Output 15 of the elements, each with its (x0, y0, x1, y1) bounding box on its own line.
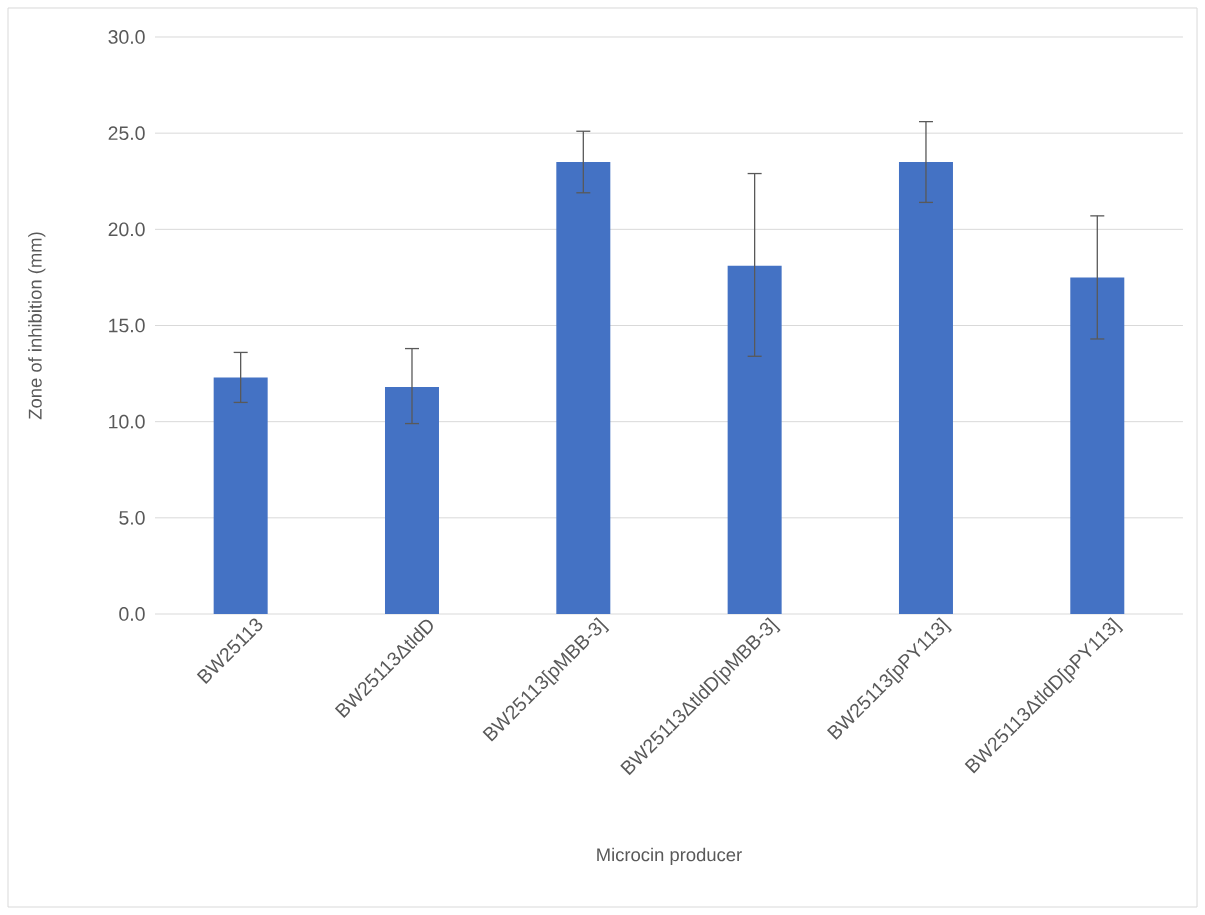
bar (213, 377, 268, 614)
y-tick-label: 0.0 (119, 607, 145, 621)
bar (384, 387, 439, 614)
y-tick-label: 15.0 (109, 318, 145, 333)
y-tick-label: 30.0 (108, 30, 145, 44)
y-tick-label: 5.0 (119, 510, 145, 525)
bar (727, 265, 782, 614)
bar (1070, 277, 1125, 614)
y-axis-title: Zone of inhibition (mm) (28, 232, 46, 420)
y-tick-label: 25.0 (108, 126, 145, 141)
bar (556, 162, 611, 614)
y-tick-label: 20.0 (108, 222, 145, 237)
x-axis-title: Microcin producer (597, 847, 742, 865)
y-tick-label: 10.0 (109, 414, 145, 429)
bar (898, 162, 953, 614)
